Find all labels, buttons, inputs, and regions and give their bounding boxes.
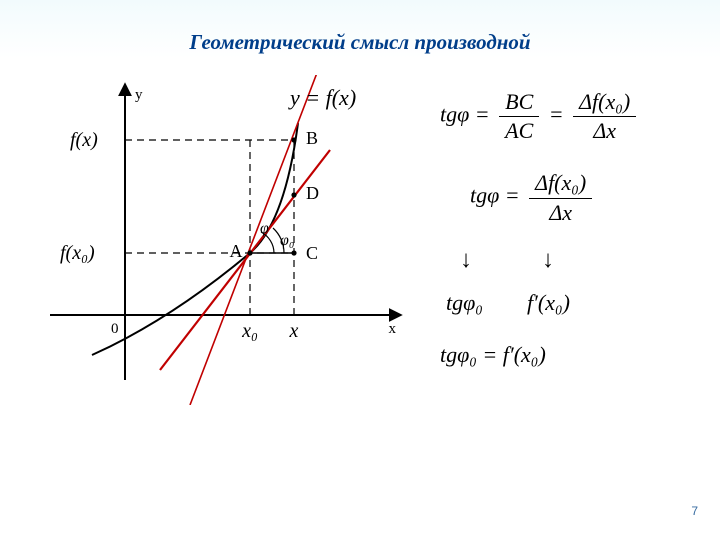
label-C: C [306, 243, 318, 263]
label-y-axis: y [135, 87, 143, 103]
f1-den1: AC [499, 117, 539, 143]
label-x0-tick: x₀ [241, 320, 258, 342]
f1-lhs: tgφ [440, 102, 469, 127]
curve-fx [92, 123, 298, 355]
slide: Геометрический смысл производной y x 0 x₀ x f… [0, 0, 720, 540]
label-x-tick: x [289, 320, 299, 342]
label-phi: φ [260, 220, 269, 237]
label-origin: 0 [111, 321, 119, 337]
label-x-axis: x [389, 321, 397, 337]
page-number: 7 [691, 504, 698, 518]
label-fx0: f(x₀) [60, 242, 95, 264]
f2-den: Δx [529, 199, 592, 225]
f1-eq: = [475, 102, 495, 127]
label-D: D [306, 183, 319, 203]
point-d [291, 192, 296, 197]
f1-frac1: BC AC [499, 90, 539, 143]
arrow-row: ↓ ↓ [440, 247, 700, 274]
f1-eq2: = [549, 102, 569, 127]
point-b [291, 137, 296, 142]
point-c [291, 250, 296, 255]
graph-layer: y x 0 x₀ x f(x) f(x₀) y = f(x) A B C Dφ φ₀ [50, 75, 400, 405]
graph-svg: y x 0 x₀ x f(x) f(x₀) y = f(x) A B C Dφ φ₀ [30, 75, 420, 405]
f2-frac: Δf(x₀) Δx [529, 171, 592, 224]
label-fx: f(x) [70, 129, 98, 151]
label-A: A [230, 241, 243, 261]
label-eq: y = f(x) [288, 85, 356, 110]
formula-1: tgφ = BC AC = Δf(x₀) Δx [440, 90, 700, 143]
f2-num: Δf(x₀) [529, 171, 592, 198]
formula-3-pair: tgφ₀ f′(x₀) [440, 290, 700, 316]
f4-text: tgφ₀ = f′(x₀) [440, 342, 546, 367]
slide-title-text: Геометрический смысл производной [189, 30, 530, 54]
f1-frac2: Δf(x₀) Δx [573, 90, 636, 143]
down-arrow-icon: ↓ [460, 247, 472, 274]
f1-num2: Δf(x₀) [573, 90, 636, 117]
graph-figure: y x 0 x₀ x f(x) f(x₀) y = f(x) A B C Dφ φ₀ [30, 75, 420, 405]
label-phi0: φ₀ [280, 232, 294, 249]
point-a [247, 250, 252, 255]
f3-right: f′(x₀) [527, 290, 570, 316]
tangent-line [190, 75, 320, 405]
formula-2: tgφ = Δf(x₀) Δx [440, 171, 700, 224]
formulas-block: tgφ = BC AC = Δf(x₀) Δx tgφ = Δf(x₀) Δx … [440, 90, 700, 396]
f1-den2: Δx [573, 117, 636, 143]
f3-left: tgφ₀ [446, 290, 483, 316]
formula-4: tgφ₀ = f′(x₀) [440, 342, 700, 368]
f2-eq: = [505, 183, 525, 208]
f2-lhs: tgφ [470, 183, 499, 208]
slide-title: Геометрический смысл производной [0, 30, 720, 55]
label-B: B [306, 128, 318, 148]
down-arrow-icon: ↓ [542, 247, 554, 274]
f1-num1: BC [499, 90, 539, 117]
